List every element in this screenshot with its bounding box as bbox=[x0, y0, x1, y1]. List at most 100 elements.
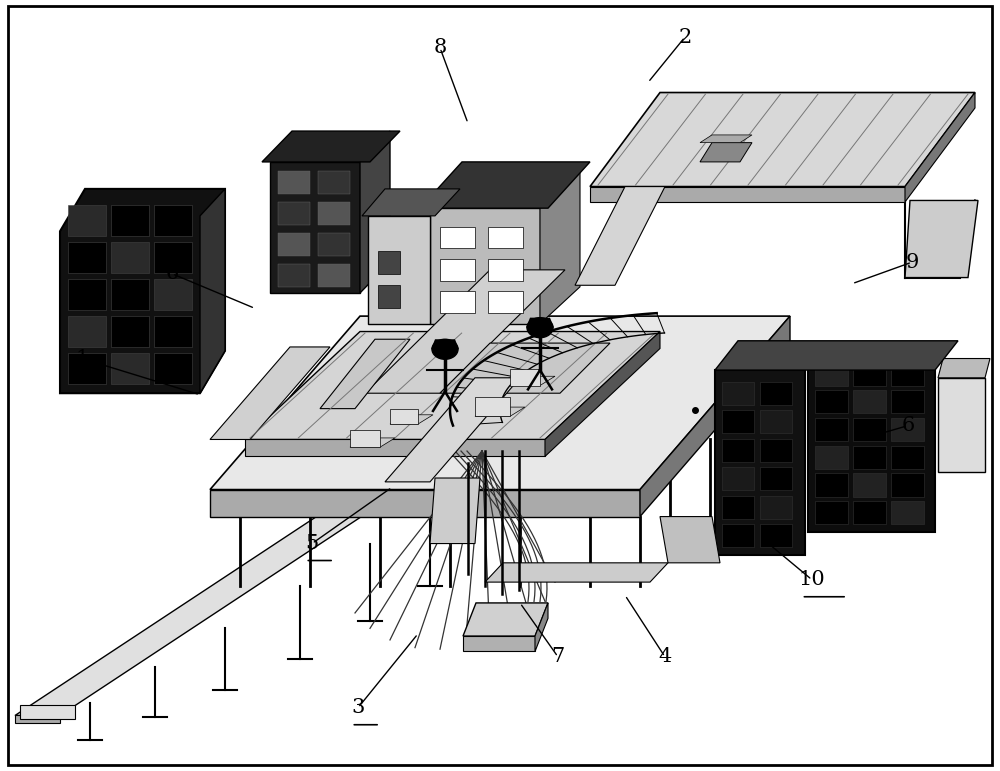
Polygon shape bbox=[575, 187, 665, 285]
Polygon shape bbox=[154, 353, 192, 384]
Polygon shape bbox=[640, 316, 790, 517]
Text: 2: 2 bbox=[678, 28, 692, 46]
Polygon shape bbox=[540, 171, 580, 324]
Polygon shape bbox=[368, 216, 430, 324]
Polygon shape bbox=[360, 131, 390, 293]
Polygon shape bbox=[430, 478, 480, 544]
Polygon shape bbox=[475, 407, 525, 416]
Polygon shape bbox=[815, 362, 848, 386]
Polygon shape bbox=[510, 376, 555, 386]
Polygon shape bbox=[760, 524, 792, 547]
Polygon shape bbox=[245, 332, 660, 439]
Text: 8: 8 bbox=[433, 39, 447, 57]
Polygon shape bbox=[853, 501, 886, 524]
Polygon shape bbox=[510, 369, 540, 386]
Polygon shape bbox=[154, 242, 192, 273]
Polygon shape bbox=[111, 205, 149, 236]
Polygon shape bbox=[891, 501, 924, 524]
Polygon shape bbox=[68, 205, 106, 236]
Polygon shape bbox=[68, 242, 106, 273]
Polygon shape bbox=[154, 205, 192, 236]
Polygon shape bbox=[318, 233, 350, 256]
Polygon shape bbox=[808, 343, 935, 532]
Polygon shape bbox=[463, 636, 535, 651]
Polygon shape bbox=[60, 189, 225, 393]
Polygon shape bbox=[853, 390, 886, 413]
Polygon shape bbox=[378, 251, 400, 274]
Polygon shape bbox=[526, 318, 554, 328]
Text: 6: 6 bbox=[165, 264, 179, 283]
Polygon shape bbox=[475, 397, 510, 416]
Polygon shape bbox=[15, 715, 60, 723]
Circle shape bbox=[527, 318, 553, 338]
Polygon shape bbox=[111, 242, 149, 273]
Polygon shape bbox=[722, 410, 754, 433]
Polygon shape bbox=[362, 189, 460, 216]
Polygon shape bbox=[200, 189, 225, 393]
Polygon shape bbox=[463, 603, 548, 636]
Polygon shape bbox=[245, 439, 545, 456]
Text: 3: 3 bbox=[351, 699, 365, 717]
Polygon shape bbox=[488, 227, 523, 248]
Polygon shape bbox=[318, 202, 350, 225]
Polygon shape bbox=[278, 233, 310, 256]
Polygon shape bbox=[815, 501, 848, 524]
Polygon shape bbox=[440, 291, 475, 313]
Text: 4: 4 bbox=[658, 648, 672, 666]
Polygon shape bbox=[485, 563, 668, 582]
Polygon shape bbox=[700, 135, 752, 143]
Polygon shape bbox=[420, 162, 590, 208]
Polygon shape bbox=[111, 279, 149, 310]
Polygon shape bbox=[891, 362, 924, 386]
Polygon shape bbox=[111, 316, 149, 347]
Polygon shape bbox=[318, 171, 350, 194]
Polygon shape bbox=[440, 259, 475, 281]
Polygon shape bbox=[891, 446, 924, 469]
Polygon shape bbox=[891, 418, 924, 441]
Polygon shape bbox=[320, 339, 410, 409]
Polygon shape bbox=[210, 347, 330, 439]
Polygon shape bbox=[210, 490, 640, 517]
Polygon shape bbox=[390, 415, 433, 424]
Polygon shape bbox=[815, 446, 848, 469]
Polygon shape bbox=[760, 496, 792, 519]
Polygon shape bbox=[938, 378, 985, 472]
Polygon shape bbox=[350, 438, 395, 447]
Polygon shape bbox=[278, 264, 310, 287]
Polygon shape bbox=[270, 162, 360, 293]
Polygon shape bbox=[535, 603, 548, 651]
Polygon shape bbox=[68, 353, 106, 384]
Polygon shape bbox=[760, 382, 792, 405]
Polygon shape bbox=[590, 187, 905, 202]
Polygon shape bbox=[891, 473, 924, 497]
Text: 9: 9 bbox=[905, 253, 919, 271]
Text: 6: 6 bbox=[901, 416, 915, 435]
Polygon shape bbox=[378, 285, 400, 308]
Polygon shape bbox=[210, 316, 790, 490]
Polygon shape bbox=[905, 200, 978, 278]
Text: 1: 1 bbox=[75, 349, 89, 368]
Polygon shape bbox=[365, 270, 565, 393]
Polygon shape bbox=[590, 93, 975, 187]
Polygon shape bbox=[68, 279, 106, 310]
Polygon shape bbox=[815, 390, 848, 413]
Circle shape bbox=[432, 339, 458, 359]
Polygon shape bbox=[262, 131, 400, 162]
Polygon shape bbox=[390, 409, 418, 424]
Polygon shape bbox=[20, 705, 75, 719]
Polygon shape bbox=[440, 227, 475, 248]
Polygon shape bbox=[891, 390, 924, 413]
Polygon shape bbox=[722, 467, 754, 490]
Polygon shape bbox=[440, 343, 610, 393]
Polygon shape bbox=[715, 341, 958, 370]
Polygon shape bbox=[760, 439, 792, 462]
Polygon shape bbox=[853, 446, 886, 469]
Polygon shape bbox=[938, 359, 990, 378]
Polygon shape bbox=[722, 382, 754, 405]
Polygon shape bbox=[853, 362, 886, 386]
Polygon shape bbox=[318, 264, 350, 287]
Polygon shape bbox=[278, 171, 310, 194]
Polygon shape bbox=[815, 473, 848, 497]
Polygon shape bbox=[278, 202, 310, 225]
Polygon shape bbox=[68, 316, 106, 347]
